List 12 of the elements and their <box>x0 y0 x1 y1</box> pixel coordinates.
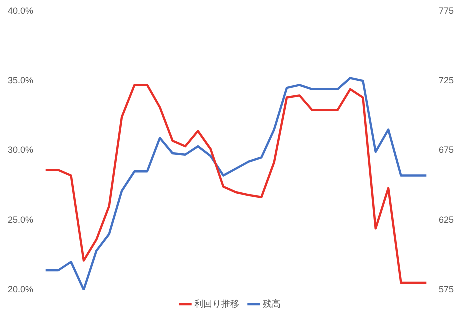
y-tick-label: 40.0% <box>8 6 34 16</box>
y-tick-label: 35.0% <box>8 76 34 86</box>
y2-tick-label: 675 <box>438 145 454 156</box>
y-tick-label: 25.0% <box>8 214 34 225</box>
y2-tick-label: 625 <box>438 214 454 225</box>
legend-label: 利回り推移 <box>194 298 240 310</box>
legend-label: 残高 <box>263 298 281 310</box>
y2-tick-label: 575 <box>438 284 454 294</box>
y-tick-label: 20.0% <box>8 284 34 294</box>
y2-tick-label: 725 <box>438 76 454 86</box>
y-tick-label: 30.0% <box>8 145 34 156</box>
y2-tick-label: 775 <box>438 6 454 16</box>
